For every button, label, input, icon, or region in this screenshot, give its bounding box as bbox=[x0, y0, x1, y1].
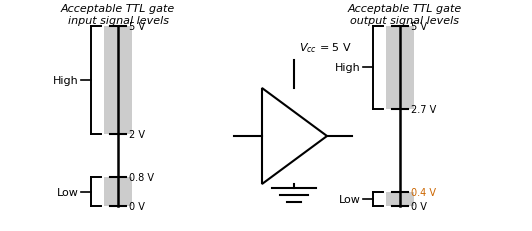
Bar bbox=[386, 192, 414, 206]
Text: 2.7 V: 2.7 V bbox=[411, 104, 436, 114]
Text: 0 V: 0 V bbox=[129, 201, 145, 211]
Bar bbox=[386, 27, 414, 109]
Text: 0.4 V: 0.4 V bbox=[411, 187, 436, 197]
Text: 5 V: 5 V bbox=[411, 22, 427, 32]
Text: Low: Low bbox=[339, 194, 361, 204]
Text: 0.8 V: 0.8 V bbox=[129, 173, 154, 182]
Text: High: High bbox=[335, 63, 361, 73]
Text: 5 V: 5 V bbox=[129, 22, 145, 32]
Text: High: High bbox=[53, 76, 79, 86]
Text: Low: Low bbox=[57, 187, 79, 197]
Bar bbox=[104, 27, 132, 134]
Bar bbox=[104, 177, 132, 206]
Text: 2 V: 2 V bbox=[129, 129, 145, 139]
Text: $V_{cc}$ = 5 V: $V_{cc}$ = 5 V bbox=[299, 41, 352, 55]
Text: 0 V: 0 V bbox=[411, 201, 427, 211]
Text: Acceptable TTL gate
output signal levels: Acceptable TTL gate output signal levels bbox=[348, 4, 462, 26]
Text: Acceptable TTL gate
input signal levels: Acceptable TTL gate input signal levels bbox=[61, 4, 175, 26]
